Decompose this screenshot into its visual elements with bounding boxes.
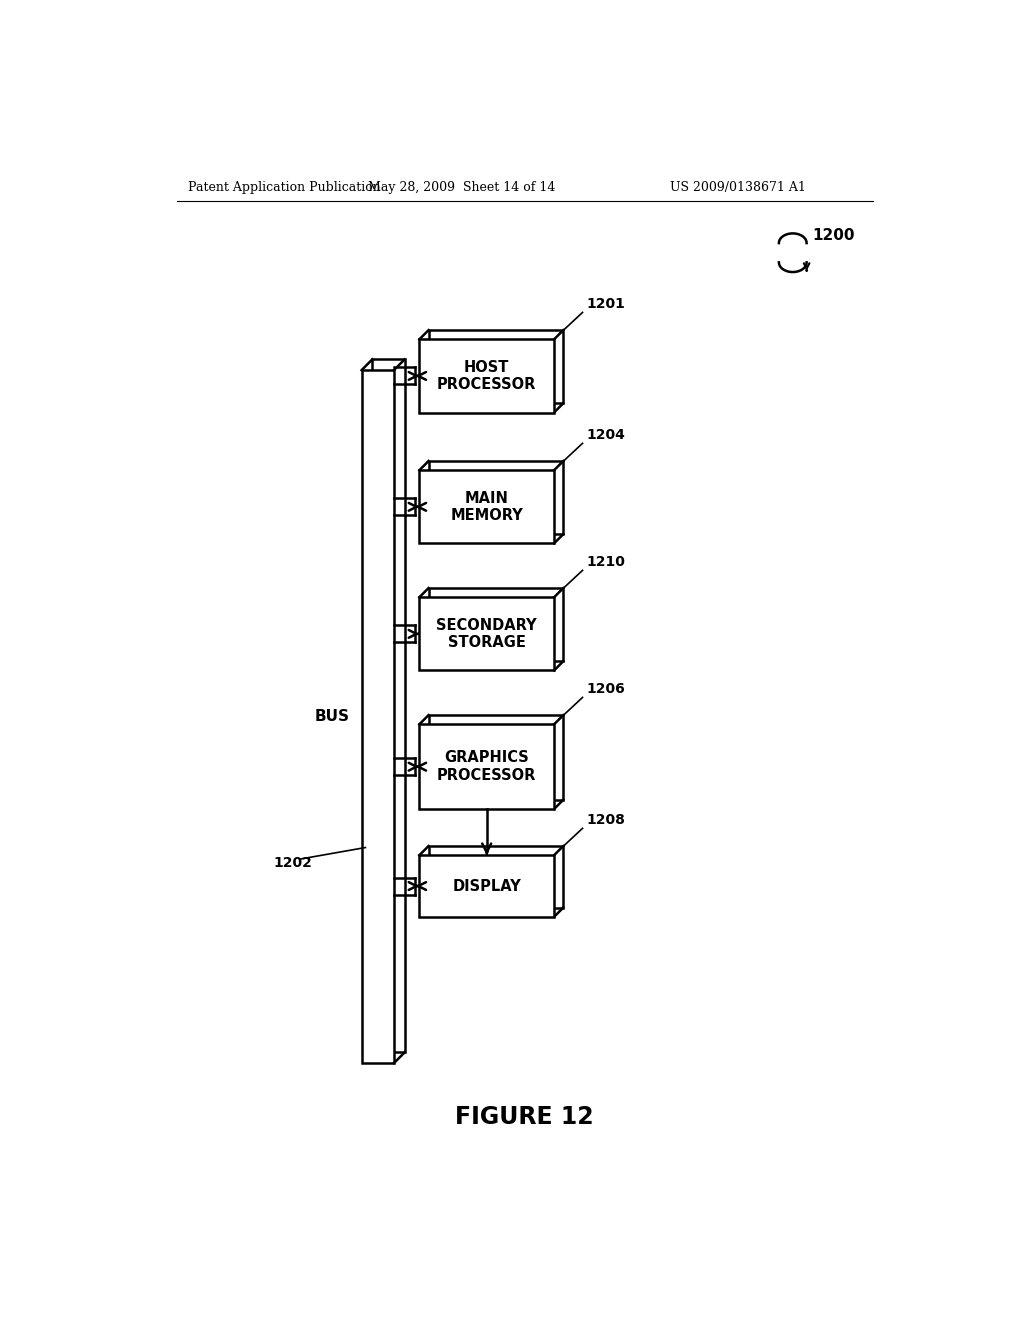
Bar (419, 597, 554, 671)
Bar (419, 855, 554, 917)
Bar (429, 330, 563, 404)
Text: MAIN
MEMORY: MAIN MEMORY (451, 491, 523, 523)
Text: 1200: 1200 (813, 228, 855, 243)
Text: 1204: 1204 (587, 428, 626, 442)
Bar (419, 725, 554, 809)
Text: 1201: 1201 (587, 297, 626, 312)
Text: HOST
PROCESSOR: HOST PROCESSOR (437, 360, 537, 392)
Bar (429, 589, 563, 661)
Bar (419, 339, 554, 412)
Text: May 28, 2009  Sheet 14 of 14: May 28, 2009 Sheet 14 of 14 (368, 181, 555, 194)
Text: 1206: 1206 (587, 682, 625, 696)
Text: 1208: 1208 (587, 813, 626, 826)
Text: BUS: BUS (315, 709, 350, 725)
Text: Patent Application Publication: Patent Application Publication (188, 181, 381, 194)
Bar (429, 461, 563, 535)
Text: DISPLAY: DISPLAY (453, 879, 521, 894)
Bar (419, 470, 554, 544)
Text: US 2009/0138671 A1: US 2009/0138671 A1 (670, 181, 806, 194)
Text: GRAPHICS
PROCESSOR: GRAPHICS PROCESSOR (437, 751, 537, 783)
Text: SECONDARY
STORAGE: SECONDARY STORAGE (436, 618, 537, 649)
Bar (361, 370, 394, 1063)
Text: 1202: 1202 (273, 855, 312, 870)
Text: FIGURE 12: FIGURE 12 (456, 1105, 594, 1129)
Bar (429, 846, 563, 908)
Text: 1210: 1210 (587, 554, 626, 569)
Bar (429, 715, 563, 800)
Bar (373, 359, 404, 1052)
